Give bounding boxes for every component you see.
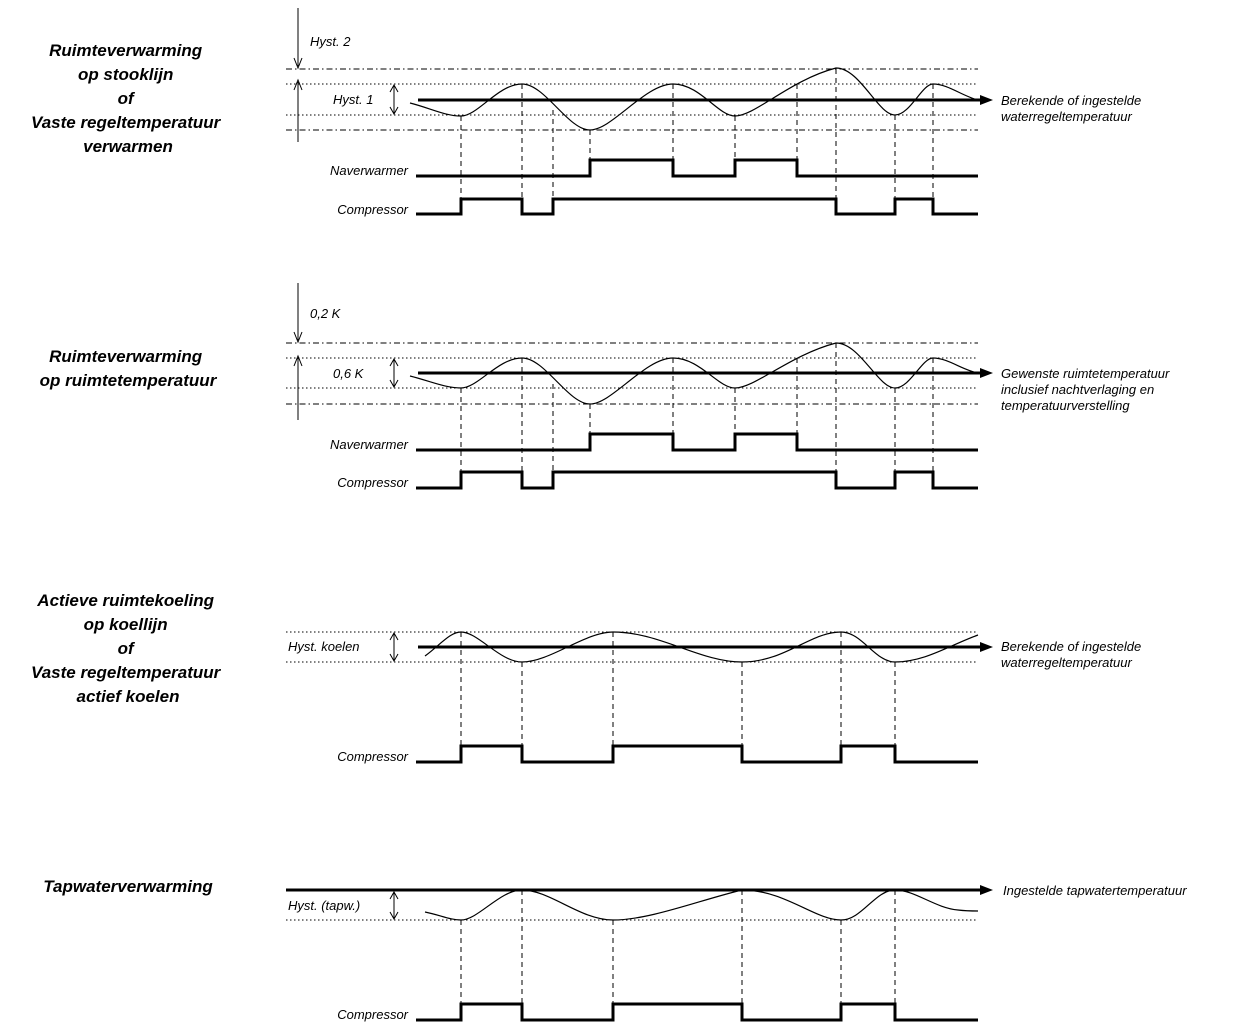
signal-label: Compressor — [337, 202, 408, 217]
title-line: op koellijn — [84, 615, 168, 634]
temperature-curve — [424, 889, 979, 921]
temperature-curve — [409, 342, 979, 405]
compressor-signal — [416, 470, 978, 490]
switch-markers — [460, 632, 896, 762]
title-line: of — [118, 89, 136, 108]
note-line: Ingestelde tapwatertemperatuur — [1003, 883, 1187, 898]
title-line: Actieve ruimtekoeling — [36, 591, 214, 610]
switch-markers — [460, 343, 934, 488]
arrow-head — [389, 890, 399, 921]
section-title: Tapwaterverwarming — [43, 877, 213, 896]
note-line: waterregeltemperatuur — [1001, 109, 1132, 124]
naverwarmer-signal — [416, 158, 978, 178]
arrow-head — [389, 631, 399, 663]
note-line: Berekende of ingestelde — [1001, 93, 1141, 108]
signal-label: Naverwarmer — [330, 163, 409, 178]
signal-label: Naverwarmer — [330, 437, 409, 452]
note-line: temperatuurverstelling — [1001, 398, 1130, 413]
arrow-head — [293, 354, 303, 367]
hysteresis-label: Hyst. koelen — [288, 639, 360, 654]
title-line: Vaste regeltemperatuur — [31, 663, 222, 682]
title-line: of — [118, 639, 136, 658]
setpoint-note: Ingestelde tapwatertemperatuur — [1003, 883, 1187, 898]
title-line: Vaste regeltemperatuur — [31, 113, 222, 132]
arrow-head — [293, 57, 303, 70]
title-line: verwarmen — [83, 137, 173, 156]
arrow-head — [980, 95, 993, 105]
setpoint-note: Gewenste ruimtetemperatuur inclusief nac… — [1001, 366, 1173, 413]
signal-label: Compressor — [337, 1007, 408, 1022]
outer-hysteresis-label: Hyst. 2 — [310, 34, 351, 49]
setpoint-note: Berekende of ingestelde waterregeltemper… — [1001, 639, 1145, 670]
title-line: Ruimteverwarming — [49, 347, 203, 366]
section-title: Actieve ruimtekoeling op koellijn of Vas… — [31, 591, 225, 706]
compressor-signal — [416, 197, 978, 216]
temperature-curve — [409, 67, 979, 131]
arrow-head — [980, 885, 993, 895]
note-line: Gewenste ruimtetemperatuur — [1001, 366, 1170, 381]
signal-label: Compressor — [337, 475, 408, 490]
hysteresis-label: Hyst. (tapw.) — [288, 898, 360, 913]
section-stooklijn: Ruimteverwarming op stooklijn of Vaste r… — [31, 8, 1145, 217]
arrow-head — [980, 642, 993, 652]
section-tapwater: Tapwaterverwarming Hyst. (tapw.) Ingeste… — [43, 877, 1187, 1022]
naverwarmer-signal — [416, 432, 978, 452]
signal-label: Compressor — [337, 749, 408, 764]
title-line: Ruimteverwarming — [49, 41, 203, 60]
section-title: Ruimteverwarming op ruimtetemperatuur — [40, 347, 218, 390]
arrow-head — [389, 83, 399, 116]
outer-hysteresis-label: 0,2 K — [310, 306, 342, 321]
compressor-signal — [416, 1002, 978, 1022]
note-line: Berekende of ingestelde — [1001, 639, 1141, 654]
title-line: actief koelen — [77, 687, 180, 706]
section-ruimtetemperatuur: Ruimteverwarming op ruimtetemperatuur 0,… — [40, 283, 1173, 490]
temperature-curve — [424, 631, 979, 663]
section-koeling: Actieve ruimtekoeling op koellijn of Vas… — [31, 591, 1145, 764]
setpoint-note: Berekende of ingestelde waterregeltemper… — [1001, 93, 1145, 124]
arrow-head — [980, 368, 993, 378]
arrow-head — [293, 331, 303, 344]
switch-markers — [460, 890, 896, 1020]
arrow-head — [293, 78, 303, 91]
hysteresis-label: Hyst. 1 — [333, 92, 373, 107]
note-line: waterregeltemperatuur — [1001, 655, 1132, 670]
hysteresis-label: 0,6 K — [333, 366, 365, 381]
section-title: Ruimteverwarming op stooklijn of Vaste r… — [31, 41, 225, 156]
arrow-head — [389, 357, 399, 389]
title-line: op stooklijn — [78, 65, 173, 84]
note-line: inclusief nachtverlaging en — [1001, 382, 1154, 397]
title-line: Tapwaterverwarming — [43, 877, 213, 896]
compressor-signal — [416, 744, 978, 764]
title-line: op ruimtetemperatuur — [40, 371, 218, 390]
switch-markers — [460, 69, 934, 214]
